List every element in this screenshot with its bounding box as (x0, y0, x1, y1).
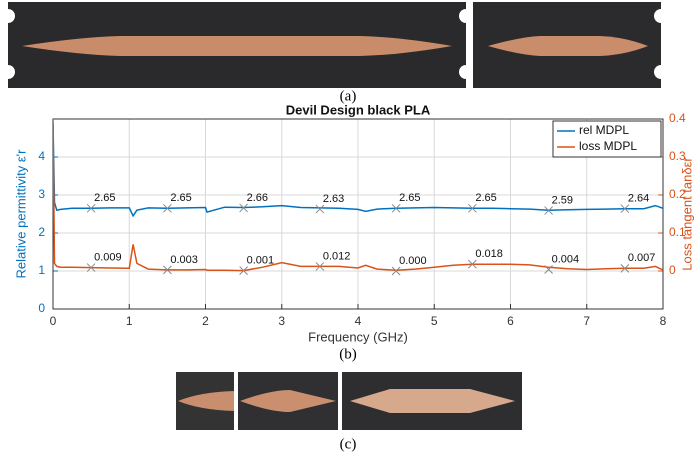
x-tick-label: 6 (507, 314, 514, 328)
y-tick-label: 2 (38, 225, 45, 239)
figure: (a) (b) (c) 0123456780123400.10.20.30.4D… (0, 0, 697, 457)
marker-label: 2.65 (399, 192, 420, 204)
marker-label: 2.65 (170, 192, 191, 204)
x-tick-label: 5 (431, 314, 438, 328)
x-tick-label: 4 (355, 314, 362, 328)
chart-title: Devil Design black PLA (286, 102, 431, 117)
marker-label: 2.63 (323, 193, 344, 205)
marker-label: 0.012 (323, 250, 351, 262)
marker-label: 2.65 (475, 192, 496, 204)
marker-label: 0.000 (399, 255, 427, 267)
marker-label: 0.009 (94, 251, 122, 263)
photo-c (176, 372, 522, 430)
legend-label: loss MDPL (579, 139, 637, 153)
marker-label: 2.66 (247, 192, 268, 204)
y-tick-label: 1 (38, 263, 45, 277)
marker-label: 2.64 (628, 193, 649, 205)
x-tick-label: 3 (278, 314, 285, 328)
x-axis-label: Frequency (GHz) (308, 329, 408, 344)
caption: (b) (339, 346, 357, 362)
x-tick-label: 2 (202, 314, 209, 328)
x-tick-label: 7 (583, 314, 590, 328)
y-tick-label: 4 (38, 149, 45, 163)
marker-label: 0.003 (170, 254, 198, 266)
marker-label: 2.59 (552, 194, 573, 206)
x-tick-label: 0 (50, 314, 57, 328)
y-tick-label: 0 (38, 301, 45, 315)
y2-tick-label: 0.4 (669, 111, 686, 125)
y-axis-label: Relative permittivity ε'r (13, 149, 28, 279)
marker-label: 2.65 (94, 192, 115, 204)
page: {"captions":["(a)","(b)","(c)"], "chart_… (0, 0, 697, 457)
marker-label: 0.004 (552, 253, 580, 265)
caption: (c) (340, 436, 357, 452)
marker-label: 0.018 (475, 248, 503, 260)
y2-tick-label: 0 (669, 263, 676, 277)
marker-label: 0.001 (247, 255, 275, 267)
legend-label: rel MDPL (579, 123, 629, 137)
x-tick-label: 1 (126, 314, 133, 328)
y2-axis-label: Loss tangent tanδεr (679, 157, 694, 271)
photo-a (1, 2, 668, 88)
x-tick-label: 8 (660, 314, 667, 328)
marker-label: 0.007 (628, 252, 656, 264)
y-tick-label: 3 (38, 187, 45, 201)
